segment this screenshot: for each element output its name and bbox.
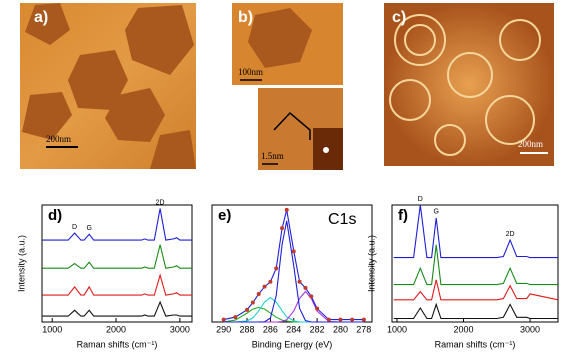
data-point — [262, 284, 267, 289]
series-line — [393, 302, 558, 320]
series-line — [42, 208, 192, 241]
data-point — [315, 306, 320, 311]
data-point — [309, 294, 314, 299]
data-point — [233, 315, 238, 320]
peak-label: G — [87, 225, 92, 232]
panel-label: f) — [398, 207, 408, 224]
x-tick-label: 3000 — [520, 324, 540, 334]
series-line — [223, 290, 364, 323]
data-point — [245, 307, 250, 312]
data-point — [268, 279, 273, 284]
image-label: b) — [238, 9, 253, 26]
x-tick-label: 282 — [310, 324, 325, 334]
image-b — [232, 3, 343, 170]
plot-frame — [391, 204, 559, 323]
peak-label: 2D — [156, 199, 165, 206]
scale-label: 200nm — [518, 139, 543, 149]
data-point — [326, 317, 331, 322]
image-a — [20, 3, 196, 169]
x-tick-label: 288 — [240, 324, 255, 334]
data-point — [250, 300, 255, 305]
x-tick-label: 2000 — [106, 324, 126, 334]
x-tick-label: 2000 — [454, 324, 474, 334]
image-label: a) — [34, 9, 48, 26]
data-point — [303, 285, 308, 290]
data-point — [280, 226, 285, 231]
data-point — [338, 317, 343, 322]
peak-label: D — [418, 196, 423, 203]
peak-label: G — [434, 209, 439, 216]
x-tick-label: 286 — [263, 324, 278, 334]
panel-label: e) — [218, 207, 231, 224]
scale-label: 200nm — [46, 134, 71, 144]
data-point — [350, 317, 355, 322]
y-axis-label: Intensity (a.u.) — [16, 235, 26, 292]
x-tick-label: 284 — [286, 324, 301, 334]
data-point — [291, 249, 296, 254]
series-line — [393, 204, 558, 259]
data-point — [284, 207, 289, 212]
data-point — [274, 266, 279, 271]
series-line — [223, 220, 364, 323]
plot-frame — [41, 204, 193, 323]
data-point — [256, 291, 261, 296]
x-tick-label: 1000 — [387, 324, 407, 334]
x-tick-label: 280 — [333, 324, 348, 334]
peak-label: D — [72, 224, 77, 231]
data-point — [361, 317, 366, 322]
chart-title: C1s — [328, 211, 356, 228]
x-axis-label: Raman shifts (cm⁻¹) — [435, 339, 516, 349]
panel-label: d) — [48, 207, 62, 224]
x-tick-label: 278 — [356, 324, 371, 334]
series-line — [42, 300, 192, 317]
x-axis-label: Binding Energy (eV) — [252, 339, 333, 349]
y-axis-label: Intensity (a.u.) — [366, 235, 376, 292]
scale-label: 100nm — [238, 67, 263, 77]
series-line — [42, 244, 192, 269]
x-tick-label: 290 — [216, 324, 231, 334]
series-line — [42, 273, 192, 296]
series-line — [393, 279, 559, 301]
image-c — [384, 3, 554, 166]
image-label: c) — [392, 9, 406, 26]
x-tick-label: 1000 — [42, 324, 62, 334]
series-line — [393, 244, 558, 286]
x-axis-label: Raman shifts (cm⁻¹) — [77, 339, 158, 349]
scale-label: 1.5nm — [261, 151, 284, 161]
x-tick-label: 3000 — [170, 324, 190, 334]
peak-label: 2D — [506, 231, 515, 238]
data-point — [297, 279, 302, 284]
data-point — [221, 317, 226, 322]
